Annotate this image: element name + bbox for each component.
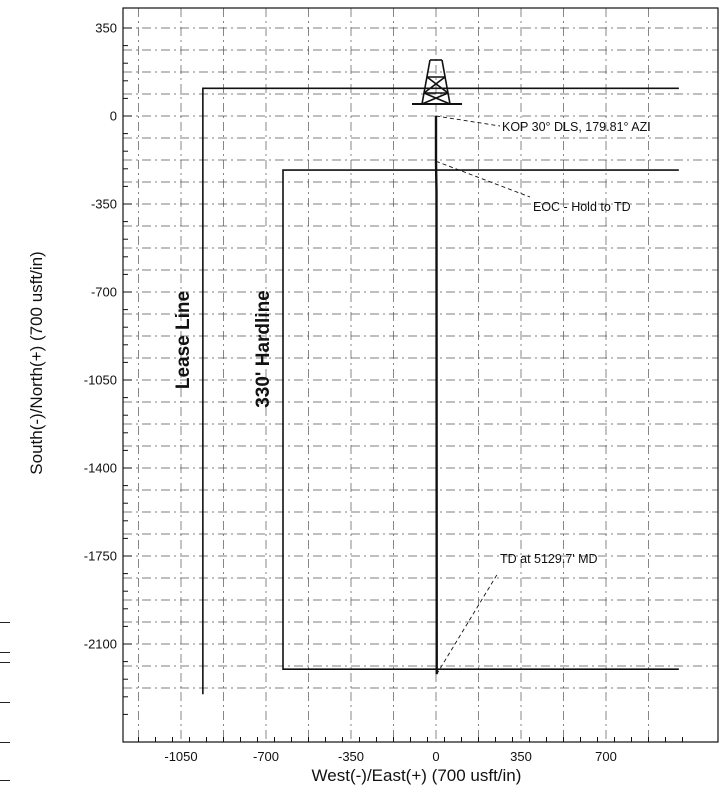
y-tick-label: -1400 (84, 461, 117, 476)
annotations: KOP 30° DLS, 179.81° AZI EOC - Hold to TD… (435, 115, 651, 675)
boundaries: Lease Line 330' Hardline (173, 87, 679, 695)
x-tick-label: 0 (432, 749, 439, 764)
plot-frame (122, 7, 719, 743)
annotation-label: TD at 5129.7' MD (500, 552, 598, 566)
y-tick-label: -700 (91, 285, 117, 300)
axis-ticks: -1050 -700 -350 0 350 700 350 0 -350 -700 -1050 -14… (84, 21, 683, 764)
y-tick-label: -350 (91, 197, 117, 212)
y-tick-label: 0 (110, 109, 117, 124)
lease-line-boundary (202, 87, 679, 695)
wellbore-paths (434, 116, 438, 675)
hardline-label: 330' Hardline (253, 290, 274, 408)
clipped-table-edge (0, 622, 10, 782)
x-tick-label: -1050 (164, 749, 197, 764)
annotation-leader (435, 115, 501, 127)
annotation-label: EOC - Hold to TD (533, 200, 631, 214)
x-tick-label: -350 (338, 749, 364, 764)
y-tick-label: -1050 (84, 373, 117, 388)
drilling-rig-icon (412, 59, 462, 105)
y-tick-label: -2100 (84, 637, 117, 652)
annotation-leader (436, 572, 499, 675)
x-tick-label: 700 (595, 749, 617, 764)
lease-line-label: Lease Line (173, 291, 194, 389)
y-axis-title: South(-)/North(+) (700 usft/in) (27, 251, 46, 474)
y-tick-label: 350 (95, 21, 117, 36)
x-tick-label: -700 (253, 749, 279, 764)
x-axis-title: West(-)/East(+) (700 usft/in) (312, 766, 522, 785)
y-tick-label: -1750 (84, 549, 117, 564)
wellbore-path-line (434, 116, 438, 675)
annotation-leader (435, 160, 531, 198)
hardline-boundary (282, 169, 679, 670)
grid (123, 8, 718, 742)
x-tick-label: 350 (510, 749, 532, 764)
annotation-label: KOP 30° DLS, 179.81° AZI (502, 120, 651, 134)
